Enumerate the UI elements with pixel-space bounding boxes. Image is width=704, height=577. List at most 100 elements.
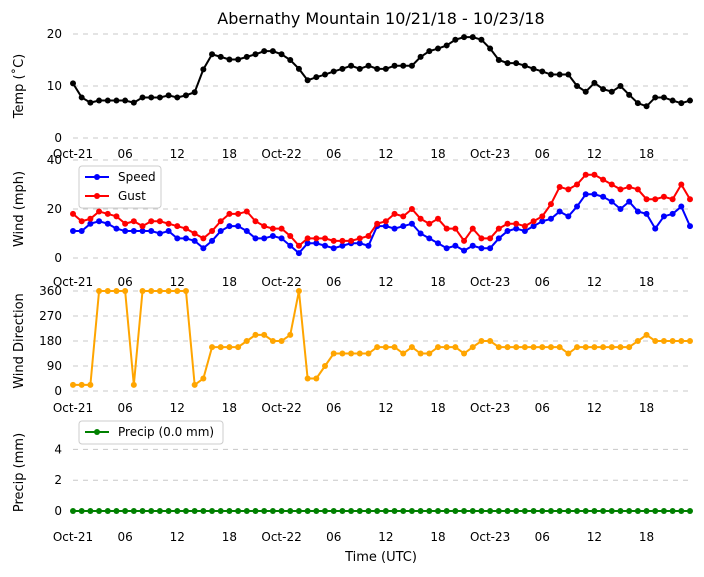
- data-point: [417, 230, 424, 237]
- data-point: [487, 245, 494, 252]
- data-point: [521, 223, 528, 230]
- data-point: [643, 196, 650, 203]
- data-point: [70, 210, 76, 217]
- x-tick-label: Oct-23: [470, 530, 510, 544]
- x-tick-label: 12: [170, 530, 185, 544]
- data-point: [530, 508, 537, 514]
- data-point: [182, 235, 189, 242]
- x-tick-label: 18: [430, 401, 445, 415]
- data-point: [417, 215, 424, 222]
- x-tick-label: 06: [326, 530, 341, 544]
- data-point: [591, 344, 598, 351]
- data-point: [130, 99, 137, 106]
- data-point: [634, 338, 641, 344]
- y-tick-label: 180: [39, 334, 62, 348]
- chart-title: Abernathy Mountain 10/21/18 - 10/23/18: [217, 9, 544, 28]
- data-point: [243, 53, 250, 60]
- data-point: [96, 97, 103, 104]
- data-point: [87, 508, 94, 514]
- data-point: [565, 186, 572, 193]
- y-tick-label: 20: [47, 202, 62, 216]
- data-point: [504, 220, 511, 227]
- data-point: [269, 232, 276, 239]
- data-point: [217, 218, 224, 225]
- data-point: [191, 237, 198, 244]
- data-point: [478, 245, 485, 252]
- data-point: [148, 228, 155, 235]
- data-point: [209, 237, 216, 244]
- data-point: [600, 508, 607, 514]
- data-point: [487, 338, 494, 344]
- data-point: [408, 220, 415, 227]
- data-point: [104, 97, 111, 104]
- data-point: [113, 288, 120, 294]
- data-point: [504, 228, 511, 235]
- data-point: [539, 68, 546, 75]
- x-tick-label: 12: [587, 275, 602, 289]
- x-tick-label: 12: [170, 401, 185, 415]
- y-axis-label: Wind (mph): [12, 171, 27, 247]
- data-point: [660, 193, 667, 200]
- x-tick-label: 12: [378, 401, 393, 415]
- data-point: [78, 508, 85, 514]
- data-point: [634, 100, 641, 107]
- data-point: [96, 218, 103, 225]
- data-point: [487, 235, 494, 242]
- legend-swatch-marker: [94, 429, 100, 435]
- data-point: [217, 508, 224, 514]
- data-point: [226, 210, 233, 217]
- data-point: [426, 508, 433, 514]
- data-point: [322, 242, 329, 249]
- data-point: [408, 508, 415, 514]
- data-point: [617, 206, 624, 212]
- data-point: [591, 79, 598, 86]
- data-point: [78, 218, 85, 225]
- data-point: [122, 97, 129, 104]
- data-point: [243, 228, 250, 235]
- data-point: [504, 508, 511, 514]
- data-point: [70, 228, 76, 235]
- data-point: [391, 508, 398, 514]
- data-point: [660, 338, 667, 344]
- data-point: [591, 191, 598, 198]
- data-point: [417, 350, 424, 357]
- data-point: [530, 218, 537, 225]
- data-point: [261, 223, 268, 230]
- data-point: [643, 331, 650, 338]
- legend-swatch-marker: [94, 174, 100, 180]
- data-point: [487, 45, 494, 52]
- panel-direction: 0 90 180 270 360 Wind Direction Oct-21 06 12 18 Oc…: [12, 284, 693, 415]
- data-point: [148, 94, 155, 101]
- panel-temp: 0 10 20 Temp (˚C) Oct-21 06 12 18 Oct-22 06 12 18 Oc…: [11, 27, 693, 161]
- data-point: [243, 208, 250, 215]
- data-point: [269, 48, 276, 55]
- data-point: [652, 338, 659, 344]
- data-point: [269, 338, 276, 344]
- y-tick-label: 270: [39, 309, 62, 323]
- data-point: [382, 223, 389, 230]
- data-point: [304, 508, 311, 514]
- data-point: [339, 65, 346, 72]
- data-point: [495, 235, 502, 242]
- data-point: [643, 103, 650, 110]
- y-tick-label: 0: [54, 251, 62, 265]
- data-point: [174, 288, 181, 294]
- data-point: [365, 242, 372, 249]
- x-tick-label: 12: [170, 147, 185, 161]
- data-point: [513, 225, 520, 232]
- data-point: [678, 508, 685, 514]
- data-point: [139, 94, 146, 101]
- data-point: [426, 235, 433, 242]
- data-point: [452, 508, 459, 514]
- data-point: [504, 344, 511, 351]
- data-point: [565, 71, 572, 78]
- data-point: [356, 235, 363, 242]
- data-point: [235, 344, 242, 351]
- data-point: [87, 215, 94, 222]
- data-point: [400, 62, 407, 69]
- x-tick-label: 06: [326, 147, 341, 161]
- data-point: [226, 344, 233, 351]
- data-point: [113, 508, 120, 514]
- data-point: [452, 344, 459, 351]
